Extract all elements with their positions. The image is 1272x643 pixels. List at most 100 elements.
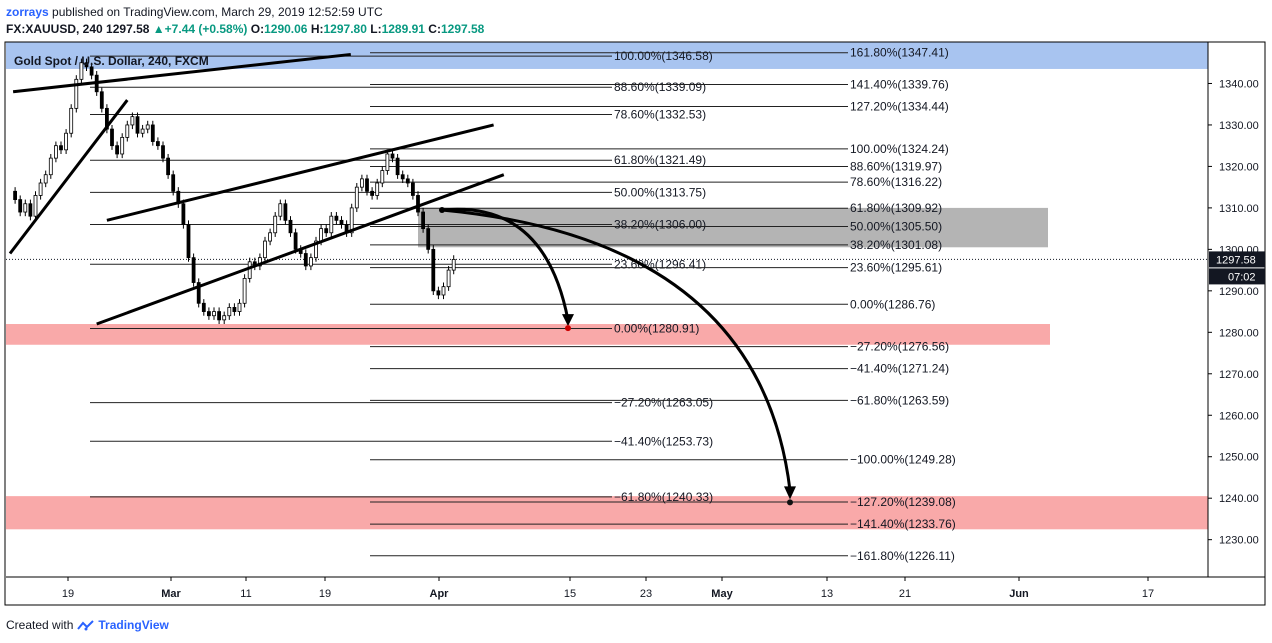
candle-body — [410, 182, 415, 196]
x-tick-label-0: 19 — [62, 588, 74, 600]
candle-body — [273, 215, 278, 234]
fib-b-label-5: 78.60%(1316.22) — [850, 175, 942, 189]
candle-body — [120, 136, 125, 155]
candle-body — [43, 174, 48, 184]
fib-b-label-11: −27.20%(1276.56) — [850, 340, 949, 354]
candle-body — [375, 182, 380, 196]
y-tick-label-9: 1320.00 — [1219, 161, 1259, 173]
candle-body — [33, 195, 38, 217]
candle-body — [421, 211, 426, 230]
fib-a-label-7: 0.00%(1280.91) — [614, 322, 699, 336]
candle-body — [125, 124, 130, 138]
x-tick-label-6: 23 — [640, 588, 652, 600]
candle-body — [161, 145, 165, 159]
candle-body — [155, 141, 160, 147]
candle-body — [206, 311, 211, 317]
x-tick-label-10: Jun — [1009, 588, 1029, 600]
candle-body — [354, 186, 359, 209]
author-username[interactable]: zorrays — [6, 5, 49, 19]
candle-body — [150, 124, 155, 142]
close-value: 1297.58 — [440, 22, 485, 36]
candle-body — [186, 224, 191, 259]
fib-b-label-14: −100.00%(1249.28) — [850, 453, 956, 467]
high-value: 1297.80 — [323, 22, 367, 36]
current-price-label: 1297.58 — [1216, 254, 1256, 266]
candle-body — [436, 290, 441, 296]
candle-body — [390, 153, 395, 159]
x-tick-label-5: 15 — [564, 588, 576, 600]
trend-line-0[interactable] — [12, 52, 351, 94]
candle-body — [18, 199, 23, 213]
ohlc-legend: FX:XAUUSD, 240 1297.58 ▲+7.44 (+0.58%) O… — [6, 22, 484, 36]
fib-b-label-12: −41.40%(1271.24) — [850, 362, 949, 376]
low-label: L: — [370, 22, 382, 36]
fib-b-label-8: 38.20%(1301.08) — [850, 238, 942, 252]
chart-frame — [4, 41, 1266, 606]
published-text: published on TradingView.com, March 29, … — [52, 5, 383, 19]
candle-body — [130, 116, 135, 126]
candle-body — [64, 132, 68, 151]
x-tick-label-4: Apr — [430, 588, 450, 600]
instrument-label: Gold Spot / U.S. Dollar, 240, FXCM — [14, 54, 209, 68]
candle-body — [217, 311, 222, 321]
x-tick-label-1: Mar — [161, 588, 181, 600]
trend-line-2[interactable] — [96, 173, 505, 326]
candle-body — [89, 66, 94, 76]
y-tick-label-8: 1310.00 — [1219, 203, 1259, 215]
tradingview-logo-link[interactable]: TradingView — [77, 618, 169, 632]
open-label: O: — [250, 22, 265, 36]
low-value: 1289.91 — [381, 22, 425, 36]
candle-body — [283, 203, 288, 221]
zone-2 — [6, 324, 1050, 345]
symbol-label: FX:XAUUSD, 240 — [6, 22, 103, 36]
candle-body — [166, 157, 171, 176]
y-tick-label-1: 1240.00 — [1219, 493, 1259, 505]
fib-b-label-4: 88.60%(1319.97) — [850, 160, 942, 174]
candle-body — [339, 219, 344, 225]
projection-arrow-long[interactable] — [441, 208, 792, 491]
current-price-tag — [1209, 251, 1265, 268]
projection-arrow-short[interactable] — [441, 207, 570, 321]
trend-line-3[interactable] — [106, 123, 494, 222]
candle-body — [59, 145, 63, 151]
y-tick-label-10: 1330.00 — [1219, 120, 1259, 132]
countdown-tag — [1209, 268, 1265, 285]
tradingview-logo-icon — [77, 619, 95, 630]
projection-start-dot — [439, 206, 445, 213]
fib-b-label-0: 161.80%(1347.41) — [850, 46, 949, 60]
candle-body — [268, 232, 273, 242]
candle-body — [293, 232, 298, 250]
created-with-text: Created with — [6, 618, 74, 632]
candle-body — [380, 170, 385, 184]
fib-a-label-0: 100.00%(1346.58) — [614, 49, 713, 63]
high-label: H: — [310, 22, 324, 36]
candle-body — [446, 269, 451, 288]
candle-body — [23, 203, 28, 213]
fib-b-label-3: 100.00%(1324.24) — [850, 142, 949, 156]
last-price: 1297.58 — [106, 22, 150, 36]
candle-body — [232, 307, 237, 312]
candle-body — [278, 203, 283, 217]
publish-info: zorrays published on TradingView.com, Ma… — [6, 5, 383, 19]
candle-body — [28, 203, 33, 217]
open-value: 1290.06 — [264, 22, 308, 36]
trend-line-1[interactable] — [8, 99, 129, 255]
candle-body — [171, 174, 176, 192]
candle-body — [405, 178, 410, 184]
fib-a-label-1: 88.60%(1339.09) — [614, 80, 706, 94]
fib-b-label-6: 61.80%(1309.92) — [850, 201, 942, 215]
arrowhead-short-icon — [562, 314, 574, 327]
fib-a-label-5: 38.20%(1306.00) — [614, 217, 706, 231]
candle-body — [334, 215, 339, 221]
candle-body — [115, 145, 119, 155]
candle-body — [54, 145, 58, 159]
candle-body — [242, 277, 247, 304]
candle-body — [431, 248, 436, 292]
candle-body — [69, 107, 74, 134]
fib-b-label-13: −61.80%(1263.59) — [850, 393, 949, 407]
candle-body — [48, 157, 53, 176]
candle-body — [227, 307, 232, 317]
fib-b-label-9: 23.60%(1295.61) — [850, 261, 942, 275]
candle-body — [181, 203, 186, 225]
